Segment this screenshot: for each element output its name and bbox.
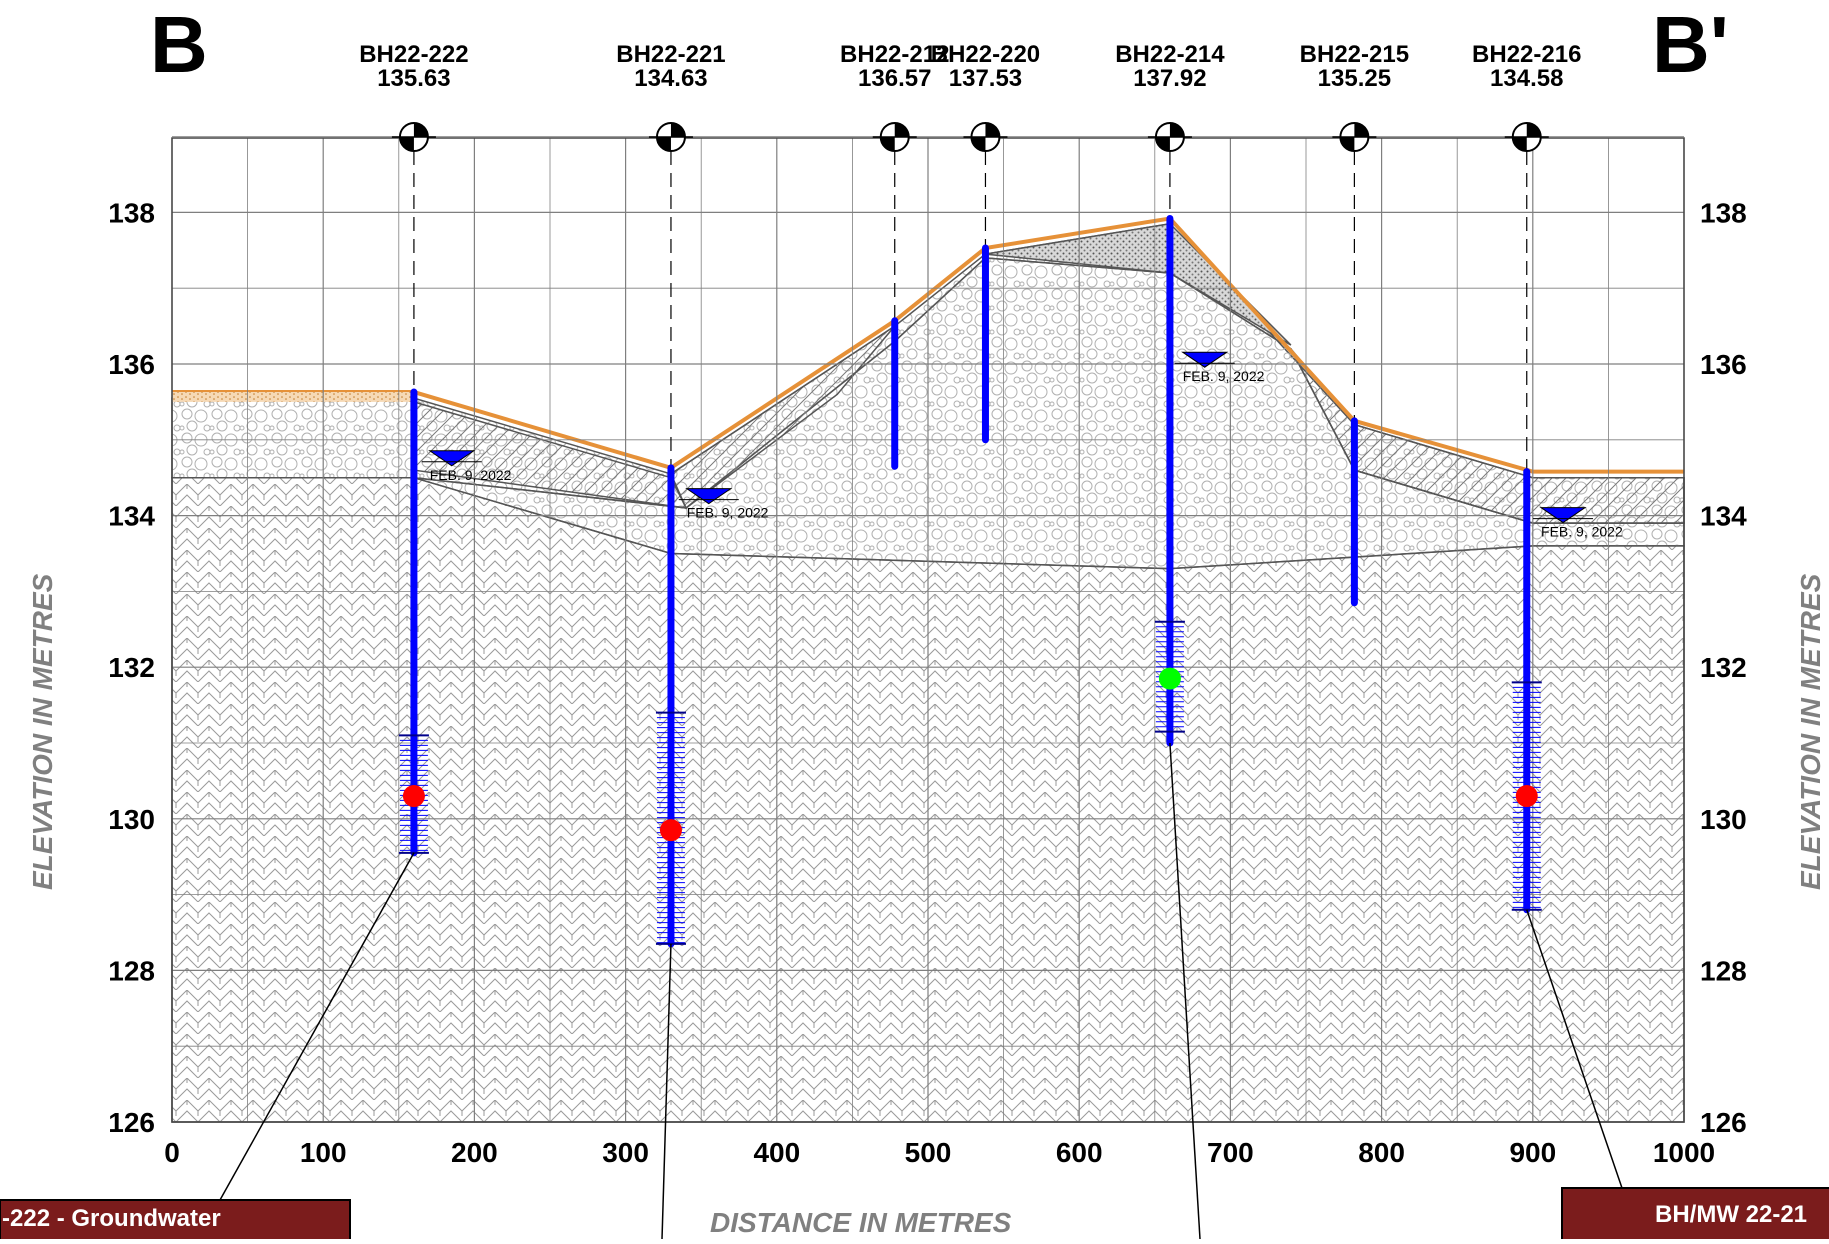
water-level-marker: FEB. 9, 2022 xyxy=(1174,351,1265,384)
borehole-name: BH22-212 xyxy=(840,41,949,68)
borehole-name: BH22-222 xyxy=(359,41,468,68)
y-tick-label-left: 138 xyxy=(108,197,155,228)
section-label-right: B' xyxy=(1652,0,1729,89)
borehole-elevation: 136.57 xyxy=(858,65,931,92)
y-tick-label-right: 138 xyxy=(1700,197,1747,228)
y-tick-label-right: 132 xyxy=(1700,652,1747,683)
water-level-date: FEB. 9, 2022 xyxy=(430,467,512,483)
callout-leader-line xyxy=(1169,742,1201,1240)
water-levels: FEB. 9, 2022 FEB. 9, 2022 FEB. 9, 2022 FEB.… xyxy=(219,351,1623,1240)
water-level-triangle xyxy=(1181,351,1229,368)
water-level-date: FEB. 9, 2022 xyxy=(687,505,769,521)
water-level-marker: FEB. 9, 2022 xyxy=(678,488,769,521)
y-tick-label-left: 134 xyxy=(108,501,155,532)
y-axis-label-left: ELEVATION IN METRES xyxy=(27,573,58,890)
x-tick-label: 200 xyxy=(451,1137,498,1168)
callout-leader-line xyxy=(1526,909,1623,1189)
grid xyxy=(171,136,1685,1123)
borehole-elevation: 137.53 xyxy=(949,65,1022,92)
y-tick-label-right: 134 xyxy=(1700,501,1747,532)
callout-left-text: -222 - Groundwater xyxy=(2,1205,221,1232)
x-tick-label: 600 xyxy=(1056,1137,1103,1168)
x-tick-label: 800 xyxy=(1358,1137,1405,1168)
borehole-name: BH22-216 xyxy=(1472,41,1581,68)
callout-right-text: BH/MW 22-21 xyxy=(1655,1201,1807,1228)
borehole-elevation: 134.63 xyxy=(634,65,707,92)
x-tick-label: 900 xyxy=(1509,1137,1556,1168)
y-tick-label-left: 130 xyxy=(108,804,155,835)
callout-leader-line xyxy=(219,852,415,1201)
y-tick-label-left: 126 xyxy=(108,1107,155,1138)
borehole-elevation: 135.25 xyxy=(1318,65,1391,92)
sample-point-red xyxy=(402,785,425,808)
x-tick-label: 1000 xyxy=(1653,1137,1715,1168)
silt-layer-central xyxy=(670,325,896,510)
borehole-name: BH22-221 xyxy=(616,41,725,68)
water-level-marker: FEB. 9, 2022 xyxy=(1533,507,1623,540)
water-level-date: FEB. 9, 2022 xyxy=(1541,524,1623,540)
y-tick-label-right: 128 xyxy=(1700,955,1747,986)
x-tick-label: 500 xyxy=(905,1137,952,1168)
fill-dense-layer xyxy=(985,222,1292,346)
y-tick-label-right: 136 xyxy=(1700,349,1747,380)
borehole-name: BH22-214 xyxy=(1115,41,1225,68)
section-label-left: B xyxy=(150,0,208,89)
y-axis-label-right: ELEVATION IN METRES xyxy=(1795,573,1826,890)
sample-point-red xyxy=(659,819,682,842)
water-level-triangle xyxy=(428,450,476,467)
water-level-marker: FEB. 9, 2022 xyxy=(421,450,512,483)
y-tick-label-right: 130 xyxy=(1700,804,1747,835)
x-tick-label: 300 xyxy=(602,1137,649,1168)
y-tick-label-right: 126 xyxy=(1700,1107,1747,1138)
sample-point-red xyxy=(1515,785,1538,808)
water-level-date: FEB. 9, 2022 xyxy=(1183,368,1265,384)
borehole-elevation: 135.63 xyxy=(377,65,450,92)
borehole-elevation: 137.92 xyxy=(1133,65,1206,92)
topsoil-sand-west xyxy=(172,392,414,402)
borehole-name: BH22-220 xyxy=(931,41,1040,68)
x-axis-label: DISTANCE IN METRES xyxy=(710,1207,1012,1238)
y-tick-label-left: 132 xyxy=(108,652,155,683)
water-level-triangle xyxy=(1539,507,1587,524)
y-tick-label-left: 136 xyxy=(108,349,155,380)
callout-left: -222 - Groundwater xyxy=(0,1199,351,1244)
x-tick-label: 0 xyxy=(164,1137,180,1168)
y-tick-label-left: 128 xyxy=(108,955,155,986)
callout-leader-line xyxy=(661,943,672,1240)
borehole-elevation: 134.58 xyxy=(1490,65,1563,92)
borehole-name: BH22-215 xyxy=(1300,41,1409,68)
plot-frame xyxy=(171,137,1685,1123)
x-tick-label: 400 xyxy=(753,1137,800,1168)
water-level-triangle xyxy=(685,488,733,505)
x-tick-label: 700 xyxy=(1207,1137,1254,1168)
sample-point-green xyxy=(1158,667,1181,690)
x-tick-label: 100 xyxy=(300,1137,347,1168)
callout-right: BH/MW 22-21 xyxy=(1561,1187,1829,1244)
